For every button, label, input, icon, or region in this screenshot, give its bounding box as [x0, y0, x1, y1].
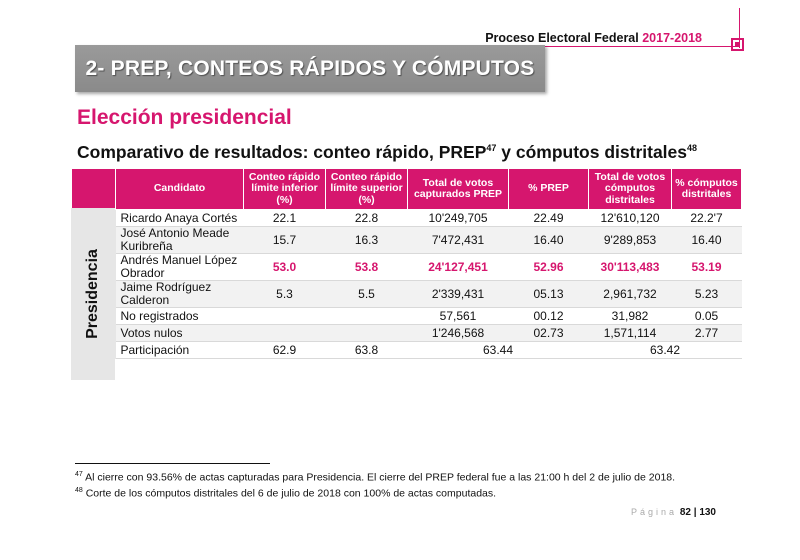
cell-value: 12'610,120	[588, 209, 672, 227]
vertical-label: Presidencia	[71, 208, 115, 380]
cell-value: 0.05	[671, 307, 742, 325]
cell-value: 62.9	[243, 341, 326, 359]
cell-value: 63.44	[407, 341, 589, 359]
table-title-part-a: Comparativo de resultados: conteo rápido…	[77, 142, 487, 162]
cell-value: 5.3	[243, 280, 326, 308]
candidate-name: Ricardo Anaya Cortés	[115, 209, 244, 227]
process-year: 2017-2018	[642, 31, 702, 45]
cell-value: 05.13	[508, 280, 589, 308]
process-label: Proceso Electoral Federal	[485, 31, 639, 45]
cell-value: 57,561	[407, 307, 509, 325]
cell-value: 52.96	[508, 253, 589, 281]
cell-value: 16.40	[671, 226, 742, 254]
col-header: Candidato	[115, 168, 244, 210]
candidate-name: Votos nulos	[115, 324, 244, 342]
table-title: Comparativo de resultados: conteo rápido…	[77, 142, 697, 163]
header-square-icon	[731, 38, 744, 51]
cell-value: 1,571,114	[588, 324, 672, 342]
header-vertical-rule	[739, 8, 740, 48]
table-row: No registrados 57,561 00.12 31,982 0.05	[72, 307, 742, 325]
results-table: Candidato Conteo rápido límite inferior …	[71, 168, 742, 359]
footnote-marker: 47	[75, 471, 83, 478]
footnote-47: 47 Al cierre con 93.56% de actas captura…	[75, 471, 675, 484]
col-header: Conteo rápido límite superior (%)	[325, 168, 408, 210]
cell-value: 30'113,483	[588, 253, 672, 281]
footnote-marker: 48	[75, 487, 83, 494]
col-header: Total de votos capturados PREP	[407, 168, 509, 210]
participation-row: Participación 62.9 63.8 63.44 63.42	[72, 341, 742, 359]
cell-value: 31,982	[588, 307, 672, 325]
header-rule	[545, 46, 740, 47]
col-header: % cómputos distritales	[671, 168, 742, 210]
col-header: Conteo rápido límite inferior (%)	[243, 168, 326, 210]
section-title: 2- PREP, CONTEOS RÁPIDOS Y CÓMPUTOS	[85, 56, 535, 80]
cell-value: 5.5	[325, 280, 408, 308]
footnote-divider	[75, 463, 270, 464]
footnote-text: Corte de los cómputos distritales del 6 …	[82, 487, 497, 500]
page-current: 82	[679, 507, 691, 518]
page-number: Página 82 | 130	[631, 507, 716, 518]
cell-value: 15.7	[243, 226, 326, 254]
cell-value	[243, 307, 326, 325]
cell-value: 16.40	[508, 226, 589, 254]
cell-value: 63.42	[588, 341, 742, 359]
cell-value: 24'127,451	[407, 253, 509, 281]
header-row: Candidato Conteo rápido límite inferior …	[71, 168, 742, 210]
table-row: José Antonio Meade Kuribreña 15.7 16.3 7…	[72, 226, 742, 254]
footnote-ref-47[interactable]: 47	[486, 143, 497, 154]
cell-value: 9'289,853	[588, 226, 672, 254]
table-row: Votos nulos 1'246,568 02.73 1,571,114 2.…	[72, 324, 742, 342]
col-header: Total de votos cómputos distritales	[588, 168, 672, 210]
cell-value	[325, 324, 408, 342]
footnote-ref-48[interactable]: 48	[687, 143, 698, 154]
table-row: Andrés Manuel López Obrador 53.0 53.8 24…	[72, 253, 742, 281]
cell-value: 2'339,431	[407, 280, 509, 308]
cell-value: 22.49	[508, 209, 589, 227]
col-header: % PREP	[508, 168, 589, 210]
cell-value: 22.8	[325, 209, 408, 227]
candidate-name: Jaime Rodríguez Calderon	[115, 280, 244, 308]
candidate-name: Participación	[115, 341, 244, 359]
cell-value: 10'249,705	[407, 209, 509, 227]
cell-value: 53.19	[671, 253, 742, 281]
cell-value: 5.23	[671, 280, 742, 308]
page-label: Página	[631, 507, 678, 517]
cell-value: 53.8	[325, 253, 408, 281]
page-total: 130	[699, 507, 716, 518]
table-row: Ricardo Anaya Cortés 22.1 22.8 10'249,70…	[71, 209, 742, 359]
vertical-label-text: Presidencia	[84, 249, 102, 339]
cell-value: 2.77	[671, 324, 742, 342]
page-subtitle: Elección presidencial	[77, 106, 292, 129]
cell-value: 63.8	[325, 341, 408, 359]
cell-value: 16.3	[325, 226, 408, 254]
cell-value: 1'246,568	[407, 324, 509, 342]
header-blank-cell	[71, 168, 116, 210]
cell-value: 22.1	[243, 209, 326, 227]
footnote-48: 48 Corte de los cómputos distritales del…	[75, 487, 496, 500]
cell-value	[243, 324, 326, 342]
process-title: Proceso Electoral Federal 2017-2018	[485, 31, 702, 45]
cell-value: 02.73	[508, 324, 589, 342]
candidate-name: Andrés Manuel López Obrador	[115, 253, 244, 281]
table-row: Jaime Rodríguez Calderon 5.3 5.5 2'339,4…	[72, 280, 742, 308]
cell-value: 7'472,431	[407, 226, 509, 254]
candidate-name: No registrados	[115, 307, 244, 325]
page-separator: |	[693, 507, 697, 518]
cell-value: 22.2'7	[671, 209, 742, 227]
cell-value: 00.12	[508, 307, 589, 325]
cell-value: 53.0	[243, 253, 326, 281]
cell-value	[325, 307, 408, 325]
candidate-name: José Antonio Meade Kuribreña	[115, 226, 244, 254]
footnote-text: Al cierre con 93.56% de actas capturadas…	[82, 471, 676, 484]
cell-value: 2,961,732	[588, 280, 672, 308]
section-banner: 2- PREP, CONTEOS RÁPIDOS Y CÓMPUTOS	[75, 45, 545, 92]
table-title-part-b: y cómputos distritales	[496, 142, 688, 162]
